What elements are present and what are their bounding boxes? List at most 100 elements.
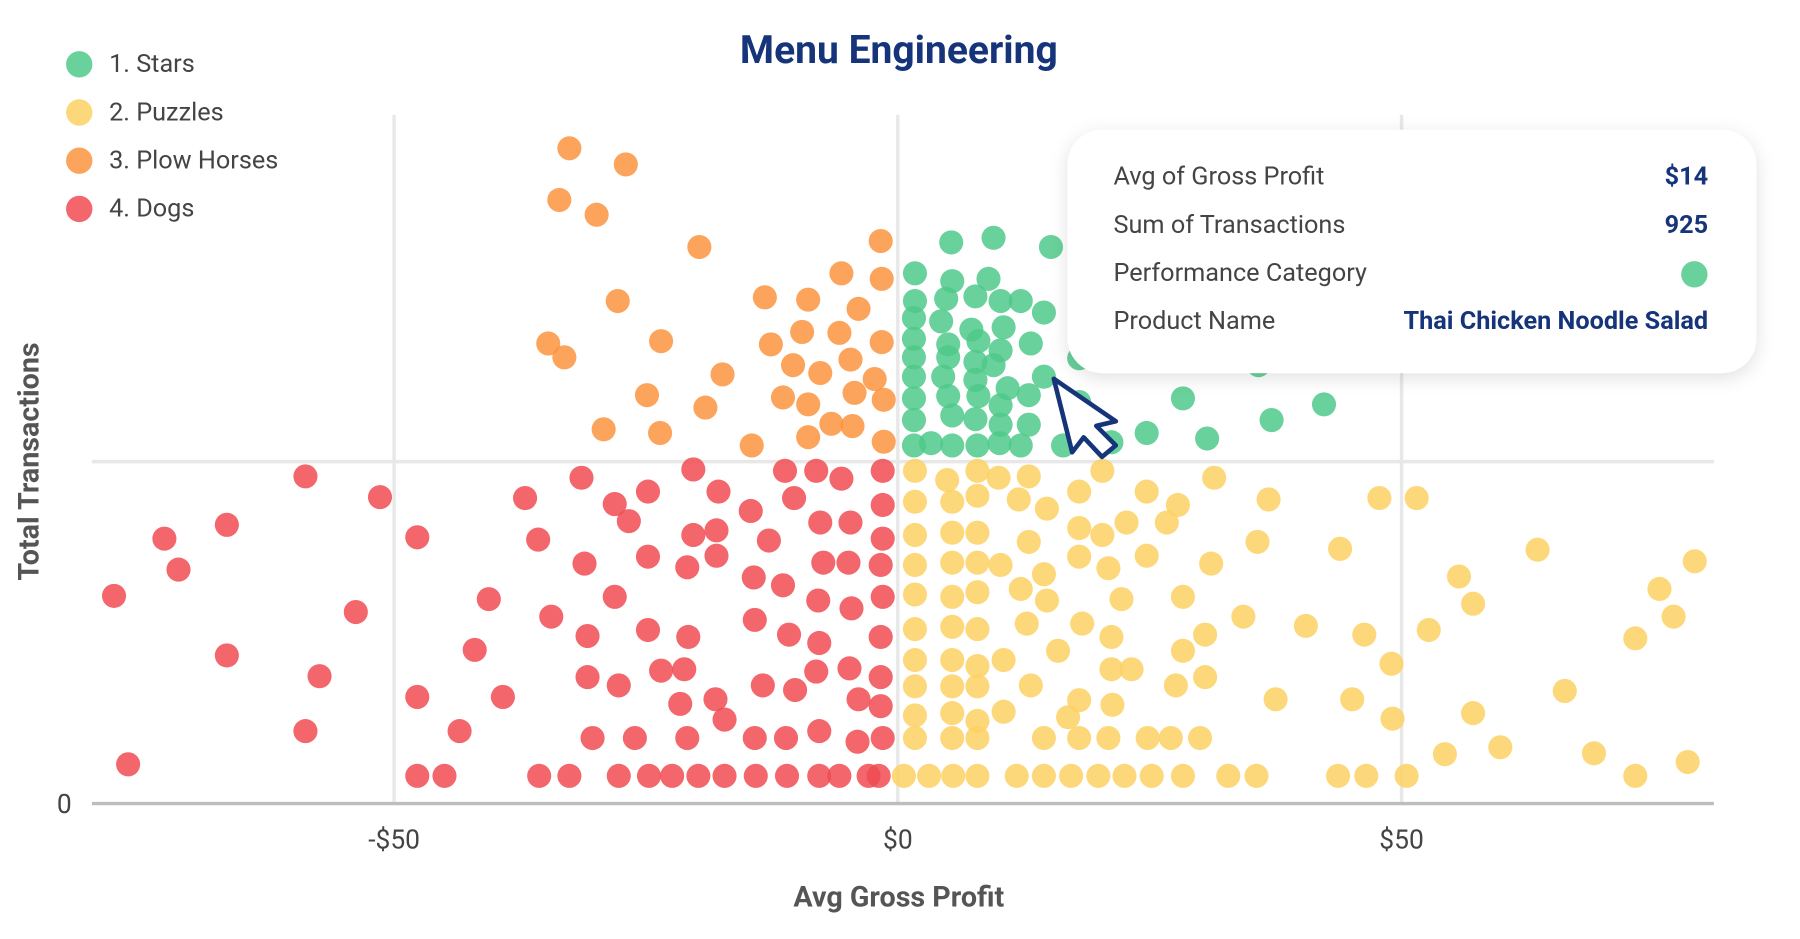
data-point[interactable]	[552, 345, 577, 370]
data-point[interactable]	[940, 725, 965, 751]
data-point[interactable]	[1199, 551, 1224, 576]
data-point[interactable]	[836, 550, 861, 575]
data-point[interactable]	[827, 763, 852, 788]
data-point[interactable]	[712, 707, 737, 732]
data-point[interactable]	[1070, 611, 1095, 636]
data-point[interactable]	[991, 647, 1016, 673]
data-point[interactable]	[838, 510, 863, 535]
data-point[interactable]	[1067, 688, 1092, 713]
data-point[interactable]	[869, 330, 894, 355]
data-point[interactable]	[1623, 626, 1648, 651]
data-point[interactable]	[940, 520, 965, 545]
data-point[interactable]	[804, 458, 829, 483]
data-point[interactable]	[1367, 486, 1392, 511]
data-point[interactable]	[806, 588, 831, 613]
data-point[interactable]	[575, 623, 600, 649]
data-point[interactable]	[936, 345, 961, 370]
data-point[interactable]	[539, 604, 564, 629]
data-point[interactable]	[1031, 562, 1056, 587]
data-point[interactable]	[1293, 613, 1318, 638]
data-point[interactable]	[1008, 288, 1033, 314]
data-point[interactable]	[838, 347, 863, 372]
data-point[interactable]	[770, 573, 796, 598]
data-point[interactable]	[829, 466, 854, 491]
data-point[interactable]	[1016, 529, 1041, 554]
data-point[interactable]	[965, 674, 990, 699]
data-point[interactable]	[871, 429, 896, 454]
data-point[interactable]	[846, 687, 871, 712]
data-point[interactable]	[981, 353, 1006, 378]
data-point[interactable]	[940, 550, 965, 575]
data-point[interactable]	[935, 468, 960, 493]
data-point[interactable]	[1259, 408, 1284, 433]
data-point[interactable]	[1134, 543, 1159, 568]
data-point[interactable]	[1119, 657, 1144, 682]
data-point[interactable]	[902, 703, 928, 728]
data-point[interactable]	[1045, 638, 1071, 663]
data-point[interactable]	[214, 643, 239, 668]
data-point[interactable]	[902, 261, 928, 286]
data-point[interactable]	[807, 719, 832, 744]
data-point[interactable]	[712, 763, 737, 788]
data-point[interactable]	[940, 701, 965, 726]
data-point[interactable]	[963, 284, 988, 309]
data-point[interactable]	[781, 353, 806, 378]
data-point[interactable]	[902, 725, 928, 751]
data-point[interactable]	[866, 763, 891, 788]
data-point[interactable]	[1099, 657, 1124, 682]
data-point[interactable]	[807, 630, 832, 656]
data-point[interactable]	[940, 403, 965, 428]
data-point[interactable]	[988, 552, 1013, 578]
data-point[interactable]	[808, 510, 833, 535]
data-point[interactable]	[635, 479, 661, 504]
data-point[interactable]	[1067, 479, 1092, 504]
data-point[interactable]	[648, 420, 673, 446]
data-point[interactable]	[1195, 426, 1220, 451]
data-point[interactable]	[1170, 386, 1195, 411]
data-point[interactable]	[742, 725, 767, 751]
data-point[interactable]	[743, 763, 768, 788]
data-point[interactable]	[1056, 705, 1081, 730]
data-point[interactable]	[616, 509, 641, 534]
data-point[interactable]	[635, 544, 661, 569]
data-point[interactable]	[750, 673, 775, 698]
data-point[interactable]	[527, 763, 552, 788]
data-point[interactable]	[842, 380, 867, 405]
data-point[interactable]	[901, 364, 927, 389]
data-point[interactable]	[965, 520, 990, 545]
data-point[interactable]	[988, 412, 1013, 437]
data-point[interactable]	[1188, 725, 1213, 751]
data-point[interactable]	[772, 458, 798, 483]
data-point[interactable]	[1038, 234, 1064, 260]
data-point[interactable]	[796, 392, 821, 417]
data-point[interactable]	[782, 486, 807, 511]
data-point[interactable]	[1031, 725, 1056, 751]
data-point[interactable]	[675, 555, 700, 580]
data-point[interactable]	[1461, 591, 1486, 616]
data-point[interactable]	[976, 266, 1001, 291]
data-point[interactable]	[756, 528, 781, 553]
data-point[interactable]	[1099, 624, 1124, 650]
data-point[interactable]	[704, 518, 729, 543]
data-point[interactable]	[1134, 420, 1159, 446]
data-point[interactable]	[776, 622, 802, 647]
data-point[interactable]	[936, 384, 961, 409]
data-point[interactable]	[783, 677, 808, 703]
data-point[interactable]	[676, 624, 701, 650]
data-point[interactable]	[704, 543, 729, 568]
data-point[interactable]	[1154, 510, 1179, 535]
data-point[interactable]	[1067, 544, 1092, 569]
data-point[interactable]	[901, 326, 927, 351]
data-point[interactable]	[1170, 638, 1195, 663]
data-point[interactable]	[649, 329, 674, 354]
data-point[interactable]	[1034, 588, 1059, 613]
data-point[interactable]	[902, 552, 928, 578]
legend-label[interactable]: 1. Stars	[109, 50, 195, 79]
data-point[interactable]	[634, 383, 660, 408]
data-point[interactable]	[591, 417, 616, 442]
data-point[interactable]	[703, 687, 728, 712]
data-point[interactable]	[965, 725, 990, 751]
data-point[interactable]	[1067, 725, 1092, 751]
data-point[interactable]	[687, 234, 712, 260]
data-point[interactable]	[1008, 576, 1033, 602]
